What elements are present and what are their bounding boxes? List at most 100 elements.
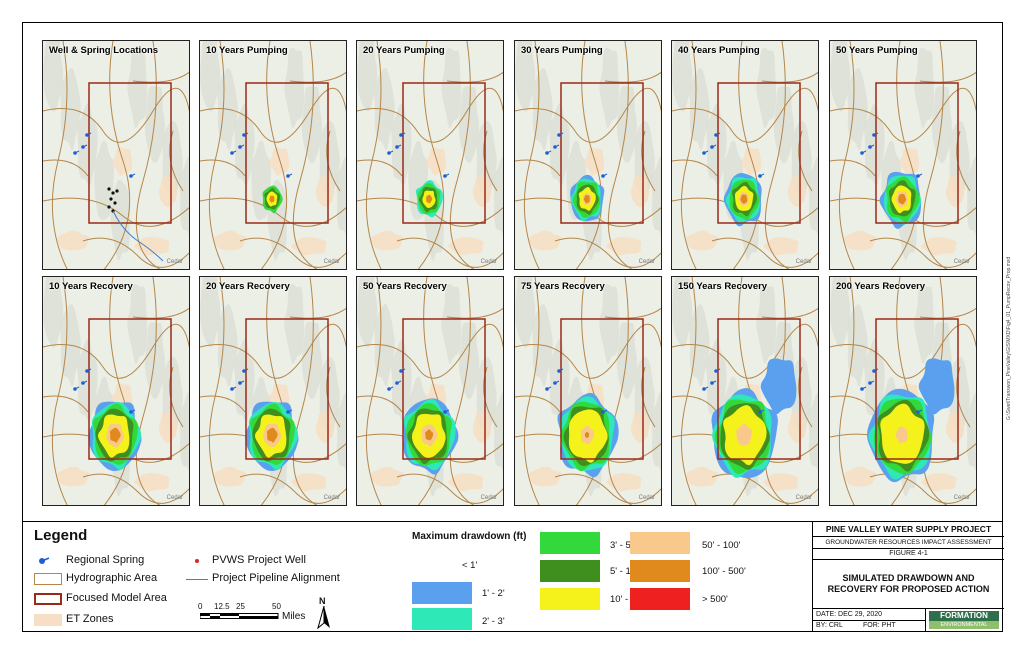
scale-tick-3: 50 (272, 602, 281, 611)
map-panel-svg (200, 41, 346, 269)
drawdown-zone (266, 427, 278, 443)
legend-et-zones: ET Zones (66, 613, 114, 625)
drawdown-swatch (630, 532, 690, 554)
focused-model-area-swatch (34, 593, 62, 605)
project-well-marker (111, 191, 115, 195)
focused-model-area (560, 82, 644, 224)
north-arrow-icon (317, 606, 330, 630)
map-panel: Well & Spring Locations Cedar (42, 40, 190, 270)
drawdown-zone (426, 194, 433, 204)
project-well-marker (107, 205, 111, 209)
figure-title-2: RECOVERY FOR PROPOSED ACTION (827, 584, 990, 594)
drawdown-swatch (540, 588, 600, 610)
legend-project-well: PVWS Project Well (212, 554, 306, 566)
drawdown-contours (415, 180, 444, 218)
map-panel: 200 Years Recovery Cedar (829, 276, 977, 506)
drawdown-contours (403, 398, 461, 475)
drawdown-lobe (760, 358, 797, 415)
drawdown-label: 2' - 3' (482, 616, 505, 627)
map-panel-svg (357, 41, 503, 269)
scale-tick-2: 25 (236, 602, 245, 611)
drawdown-zone (425, 429, 434, 441)
focused-model-area (717, 318, 801, 460)
drawdown-swatch (630, 560, 690, 582)
file-path: G:\Swet\Transwon_PineValley\GIS\MXD\Fig4… (1006, 256, 1012, 420)
basemap-credit: Cedar (480, 495, 497, 501)
drawdown-swatch (412, 608, 472, 630)
et-zones-swatch (34, 614, 62, 626)
legend-focused-model-area: Focused Model Area (66, 592, 167, 604)
pipeline-line (112, 210, 164, 262)
company-logo: FORMATION ENVIRONMENTAL (929, 611, 999, 629)
map-panel-svg (515, 41, 661, 269)
map-panel: 40 Years Pumping Cedar (671, 40, 819, 270)
basemap-credit: Cedar (166, 495, 183, 501)
panel-title: 75 Years Recovery (521, 281, 605, 292)
panel-title: 10 Years Recovery (49, 281, 133, 292)
company-name: FORMATION (929, 611, 999, 621)
drawdown-label: < 1' (462, 560, 478, 571)
map-panel-svg (200, 277, 346, 505)
drawdown-zone (736, 423, 752, 446)
legend-pipeline: Project Pipeline Alignment (212, 572, 340, 584)
figure-title-1: SIMULATED DRAWDOWN AND (842, 573, 975, 583)
drawdown-zone (584, 431, 590, 438)
map-panel: 75 Years Recovery Cedar (514, 276, 662, 506)
focused-model-area (245, 82, 329, 224)
drawdown-zone (895, 426, 908, 444)
basemap-credit: Cedar (795, 259, 812, 265)
drawdown-contours (557, 392, 620, 478)
focused-model-area (402, 82, 486, 224)
panel-title: 20 Years Pumping (363, 45, 445, 56)
map-panel: 10 Years Recovery Cedar (42, 276, 190, 506)
scale-unit: Miles (282, 611, 306, 622)
drawdown-swatch (540, 560, 600, 582)
basemap-credit: Cedar (795, 495, 812, 501)
drawdown-zone (269, 195, 275, 203)
map-panel: 30 Years Pumping Cedar (514, 40, 662, 270)
map-panel: 50 Years Pumping Cedar (829, 40, 977, 270)
figure-for: FOR: PHT (863, 622, 896, 629)
focused-model-area (88, 318, 172, 460)
basemap-credit: Cedar (638, 259, 655, 265)
basemap-credit: Cedar (953, 495, 970, 501)
drawdown-zone (898, 193, 907, 205)
project-well-marker (109, 197, 113, 201)
company-sub: ENVIRONMENTAL (929, 621, 999, 629)
drawdown-contours (570, 174, 605, 222)
map-panel-svg (357, 277, 503, 505)
focused-model-area (88, 82, 172, 224)
figure-by: BY: CRL (816, 622, 843, 629)
title-block: PINE VALLEY WATER SUPPLY PROJECT GROUNDW… (812, 521, 1004, 632)
focused-model-area (875, 82, 959, 224)
drawdown-contours (245, 401, 300, 472)
project-well-marker (113, 201, 117, 205)
basemap-credit: Cedar (953, 259, 970, 265)
legend-title: Legend (34, 527, 88, 544)
focused-model-area (245, 318, 329, 460)
project-name: PINE VALLEY WATER SUPPLY PROJECT (825, 524, 992, 534)
panel-title: 150 Years Recovery (678, 281, 768, 292)
map-panel: 20 Years Pumping Cedar (356, 40, 504, 270)
basemap-credit: Cedar (323, 495, 340, 501)
project-subtitle: GROUNDWATER RESOURCES IMPACT ASSESSMENT (825, 539, 992, 546)
panel-title: 50 Years Pumping (836, 45, 918, 56)
scale-tick-1: 12.5 (214, 602, 230, 611)
panel-title: 50 Years Recovery (363, 281, 447, 292)
drawdown-swatch (412, 582, 472, 604)
focused-model-area (402, 318, 486, 460)
legend-hydrographic-area: Hydrographic Area (66, 572, 158, 584)
map-panel-svg (830, 277, 976, 505)
map-panel-svg (43, 41, 189, 269)
hydrographic-area-swatch (34, 573, 62, 585)
basemap-credit: Cedar (638, 495, 655, 501)
drawdown-zone (583, 194, 590, 204)
basemap-credit: Cedar (480, 259, 497, 265)
map-panel-svg (672, 41, 818, 269)
drawdown-contours (723, 173, 762, 227)
focused-model-area (560, 318, 644, 460)
pipeline-swatch (186, 579, 208, 580)
drawdown-label: 10' - 50' (610, 594, 644, 605)
drawdown-contours (262, 185, 284, 214)
drawdown-zone (740, 194, 748, 204)
